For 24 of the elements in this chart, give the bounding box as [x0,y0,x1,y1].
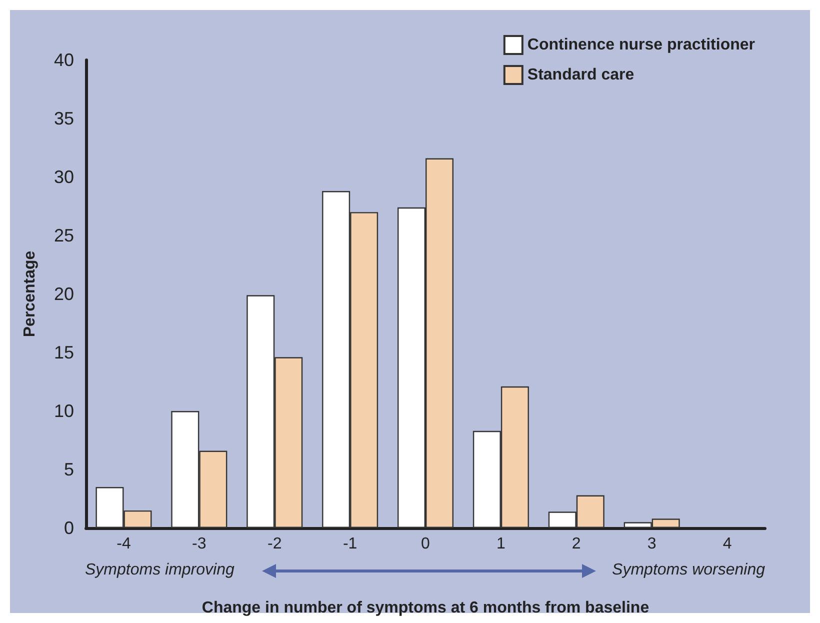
x-tick-label: 4 [722,536,732,552]
y-tick-label: 10 [54,401,74,421]
y-tick-label: 0 [64,518,74,538]
y-tick-label: 15 [54,342,74,362]
x-tick-label: -4 [116,536,131,552]
x-tick-label: 0 [421,536,430,552]
x-tick-label: 1 [496,536,506,552]
text: Symptoms worsening [612,562,766,578]
x-tick-label: -2 [267,536,282,552]
y-tick-label: 30 [54,167,74,187]
x-axis-title: Change in number of symptoms at 6 months from baseline [202,600,650,616]
text: Symptoms improving [85,562,234,578]
legend-label: Standard care [527,66,634,84]
y-tick-label: 35 [54,108,74,128]
y-axis-title: Percentage [22,250,38,338]
y-tick-label: 20 [54,284,74,304]
y-tick-label: 40 [54,50,74,70]
x-tick-label: -3 [192,536,206,552]
y-tick-label: 25 [54,226,74,246]
x-tick-label: 2 [572,536,581,552]
x-tick-label: 3 [647,536,656,552]
x-tick-label: -1 [342,536,358,552]
legend-label: Continence nurse practitioner [527,36,755,54]
y-tick-label: 5 [64,460,74,480]
